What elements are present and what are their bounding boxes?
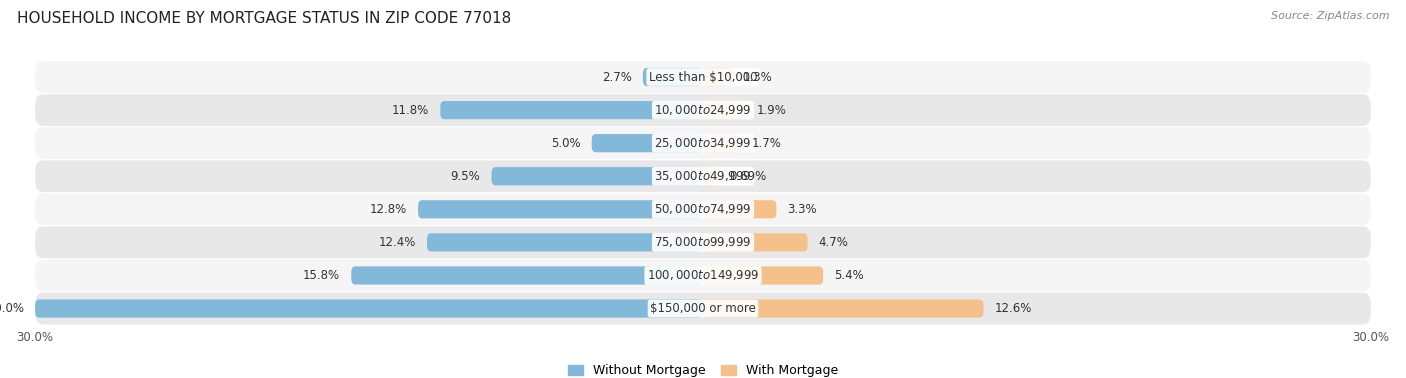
FancyBboxPatch shape <box>35 226 1371 258</box>
FancyBboxPatch shape <box>35 61 1371 93</box>
Text: 1.7%: 1.7% <box>752 137 782 150</box>
FancyBboxPatch shape <box>352 266 703 285</box>
Text: 9.5%: 9.5% <box>451 170 481 183</box>
Text: 0.69%: 0.69% <box>730 170 766 183</box>
Text: $75,000 to $99,999: $75,000 to $99,999 <box>654 235 752 249</box>
FancyBboxPatch shape <box>35 299 703 318</box>
FancyBboxPatch shape <box>703 167 718 185</box>
Text: 12.6%: 12.6% <box>994 302 1032 315</box>
Text: $35,000 to $49,999: $35,000 to $49,999 <box>654 169 752 183</box>
FancyBboxPatch shape <box>703 101 745 119</box>
Text: $50,000 to $74,999: $50,000 to $74,999 <box>654 202 752 216</box>
Text: 12.8%: 12.8% <box>370 203 406 216</box>
Text: $150,000 or more: $150,000 or more <box>650 302 756 315</box>
Text: 30.0%: 30.0% <box>0 302 24 315</box>
Text: 1.9%: 1.9% <box>756 104 786 116</box>
Text: $25,000 to $34,999: $25,000 to $34,999 <box>654 136 752 150</box>
FancyBboxPatch shape <box>35 94 1371 126</box>
FancyBboxPatch shape <box>440 101 703 119</box>
FancyBboxPatch shape <box>703 266 823 285</box>
FancyBboxPatch shape <box>35 160 1371 192</box>
FancyBboxPatch shape <box>492 167 703 185</box>
FancyBboxPatch shape <box>35 260 1371 291</box>
Text: $10,000 to $24,999: $10,000 to $24,999 <box>654 103 752 117</box>
FancyBboxPatch shape <box>703 299 983 318</box>
FancyBboxPatch shape <box>703 233 807 251</box>
Text: 5.4%: 5.4% <box>834 269 865 282</box>
FancyBboxPatch shape <box>703 68 733 86</box>
Text: 12.4%: 12.4% <box>378 236 416 249</box>
Text: 3.3%: 3.3% <box>787 203 817 216</box>
Text: 11.8%: 11.8% <box>392 104 429 116</box>
FancyBboxPatch shape <box>643 68 703 86</box>
Legend: Without Mortgage, With Mortgage: Without Mortgage, With Mortgage <box>568 364 838 377</box>
Text: $100,000 to $149,999: $100,000 to $149,999 <box>647 268 759 282</box>
FancyBboxPatch shape <box>35 194 1371 225</box>
Text: 1.3%: 1.3% <box>742 71 773 84</box>
Text: 2.7%: 2.7% <box>602 71 631 84</box>
FancyBboxPatch shape <box>592 134 703 152</box>
FancyBboxPatch shape <box>418 200 703 218</box>
Text: Less than $10,000: Less than $10,000 <box>648 71 758 84</box>
Text: Source: ZipAtlas.com: Source: ZipAtlas.com <box>1271 11 1389 21</box>
Text: 5.0%: 5.0% <box>551 137 581 150</box>
Text: HOUSEHOLD INCOME BY MORTGAGE STATUS IN ZIP CODE 77018: HOUSEHOLD INCOME BY MORTGAGE STATUS IN Z… <box>17 11 512 26</box>
FancyBboxPatch shape <box>35 127 1371 159</box>
FancyBboxPatch shape <box>703 134 741 152</box>
Text: 4.7%: 4.7% <box>818 236 849 249</box>
Text: 15.8%: 15.8% <box>304 269 340 282</box>
FancyBboxPatch shape <box>35 293 1371 324</box>
FancyBboxPatch shape <box>703 200 776 218</box>
FancyBboxPatch shape <box>427 233 703 251</box>
